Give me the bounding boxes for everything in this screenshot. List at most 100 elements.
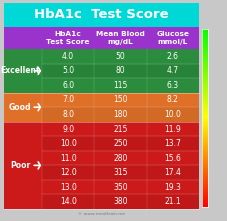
Bar [201, 74, 207, 76]
Bar [201, 192, 207, 194]
Bar [201, 180, 207, 182]
Bar [201, 97, 207, 99]
Text: 80: 80 [115, 66, 125, 75]
Bar [201, 201, 207, 203]
Text: 315: 315 [113, 168, 127, 177]
Bar [201, 66, 207, 68]
Bar [201, 186, 207, 188]
Bar [201, 85, 207, 87]
Bar [4, 27, 198, 49]
Text: HbA1c  Test Score: HbA1c Test Score [34, 8, 168, 21]
Bar [201, 80, 207, 82]
Bar [201, 54, 207, 56]
Bar [201, 120, 207, 122]
Text: 250: 250 [113, 139, 127, 148]
Bar [201, 177, 207, 179]
Text: 8.2: 8.2 [166, 95, 178, 104]
Bar [201, 45, 207, 47]
Text: 11.9: 11.9 [164, 124, 180, 133]
Text: 10.0: 10.0 [164, 110, 180, 119]
Bar [201, 202, 207, 204]
Bar [201, 158, 207, 160]
Bar [42, 107, 198, 122]
Bar [42, 136, 198, 151]
Bar [201, 128, 207, 130]
Bar [201, 116, 207, 118]
Bar [201, 146, 207, 148]
Bar [201, 129, 207, 131]
Bar [201, 107, 207, 109]
Bar [201, 153, 207, 155]
Bar [201, 204, 207, 206]
Bar [201, 48, 207, 50]
Bar [201, 134, 207, 136]
Bar [201, 36, 207, 38]
Text: © www.meditrain.me: © www.meditrain.me [78, 212, 125, 216]
Bar [42, 64, 198, 78]
Bar [201, 72, 207, 74]
Bar [201, 100, 207, 102]
Text: 215: 215 [113, 124, 127, 133]
Text: 11.0: 11.0 [59, 154, 76, 163]
Text: 8.0: 8.0 [62, 110, 74, 119]
Text: Poor: Poor [10, 161, 30, 170]
Bar [201, 82, 207, 84]
Bar [201, 43, 207, 45]
Bar [201, 156, 207, 158]
Bar [201, 76, 207, 78]
Text: 380: 380 [113, 197, 127, 206]
Bar [201, 67, 207, 69]
Bar [201, 110, 207, 112]
Bar [201, 196, 207, 198]
Bar [201, 132, 207, 134]
Bar [201, 143, 207, 145]
Text: Good: Good [9, 103, 31, 112]
Text: 280: 280 [113, 154, 127, 163]
Bar [4, 3, 198, 27]
Bar [201, 198, 207, 200]
Text: 21.1: 21.1 [164, 197, 180, 206]
Bar [201, 34, 207, 36]
Bar [201, 125, 207, 127]
Bar [201, 89, 207, 91]
Bar [201, 183, 207, 185]
Bar [201, 165, 207, 167]
Bar [201, 195, 207, 197]
Bar [201, 174, 207, 176]
Bar [201, 98, 207, 100]
Bar [201, 83, 207, 85]
Text: Excellent: Excellent [0, 66, 39, 75]
Bar [201, 69, 207, 70]
Text: 2.6: 2.6 [166, 52, 178, 61]
Bar [201, 137, 207, 139]
Bar [201, 154, 207, 156]
Bar [201, 122, 207, 124]
Bar [42, 194, 198, 209]
Bar [201, 86, 207, 88]
Bar [201, 94, 207, 96]
Text: 4.0: 4.0 [62, 52, 74, 61]
Bar [201, 181, 207, 183]
Bar [201, 58, 207, 60]
Bar [201, 64, 207, 66]
Text: 10.0: 10.0 [59, 139, 76, 148]
Bar [201, 109, 207, 110]
Bar [201, 150, 207, 152]
Text: 6.3: 6.3 [166, 81, 178, 90]
Bar [201, 172, 207, 174]
Text: 5.0: 5.0 [62, 66, 74, 75]
Bar [201, 199, 207, 201]
Bar [201, 124, 207, 125]
Bar [201, 73, 207, 75]
Bar [201, 37, 207, 39]
Bar [201, 205, 207, 207]
Bar [201, 77, 207, 79]
Text: 9.0: 9.0 [62, 124, 74, 133]
Bar [201, 166, 207, 168]
Bar [201, 70, 207, 72]
Text: 15.6: 15.6 [164, 154, 180, 163]
Text: 7.0: 7.0 [62, 95, 74, 104]
Bar [4, 49, 198, 93]
Bar [201, 46, 207, 48]
Bar [201, 113, 207, 115]
